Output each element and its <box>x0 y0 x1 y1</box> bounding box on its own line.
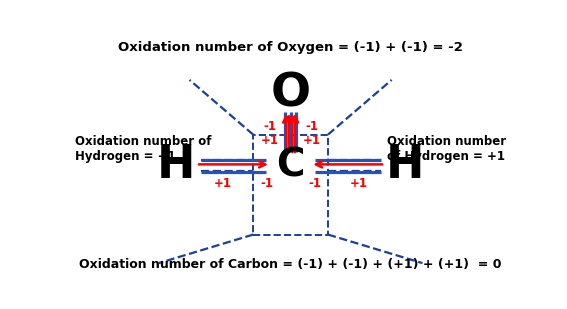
Text: +1: +1 <box>350 177 367 190</box>
Text: -1: -1 <box>308 177 321 190</box>
Text: H: H <box>386 143 424 188</box>
Bar <box>253 135 328 235</box>
Text: Oxidation number of Oxygen = (-1) + (-1) = -2: Oxidation number of Oxygen = (-1) + (-1)… <box>118 41 463 54</box>
Text: Oxidation number of Carbon = (-1) + (-1) + (+1) + (+1)  = 0: Oxidation number of Carbon = (-1) + (-1)… <box>79 258 502 271</box>
Text: -1: -1 <box>263 120 276 133</box>
Text: Oxidation number
of Hydrogen = +1: Oxidation number of Hydrogen = +1 <box>387 135 506 163</box>
Text: C: C <box>276 146 305 184</box>
Text: +1: +1 <box>260 134 278 147</box>
Text: +1: +1 <box>214 177 231 190</box>
Text: H: H <box>157 143 196 188</box>
Text: -1: -1 <box>305 120 318 133</box>
Text: -1: -1 <box>260 177 273 190</box>
Text: +1: +1 <box>303 134 321 147</box>
Text: O: O <box>270 72 311 117</box>
Text: Oxidation number of
Hydrogen = +1: Oxidation number of Hydrogen = +1 <box>75 135 211 163</box>
